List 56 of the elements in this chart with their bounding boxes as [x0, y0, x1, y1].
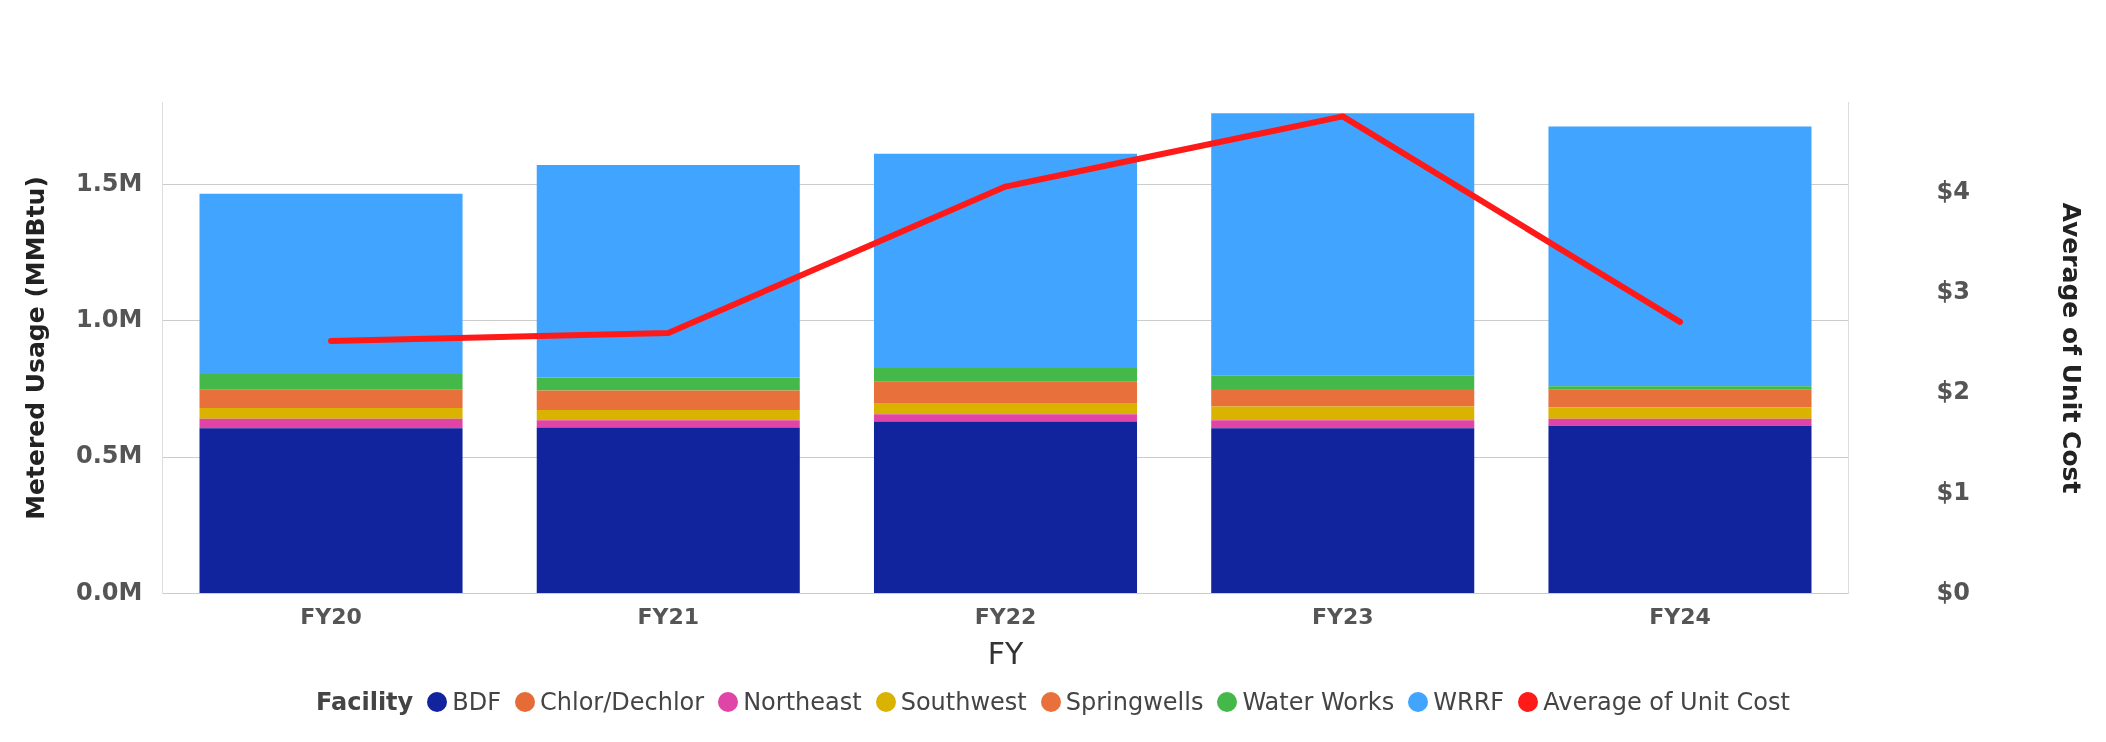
legend-label: Northeast [743, 688, 862, 716]
y2-tick-label: $3 [1936, 277, 1971, 306]
legend-label: Chlor/Dechlor [540, 688, 705, 716]
legend-label: Southwest [900, 688, 1027, 716]
x-tick-label: FY24 [1649, 603, 1711, 629]
bar [199, 418, 463, 429]
bar [873, 403, 1138, 415]
x-axis-title: FY [987, 635, 1024, 671]
bar [536, 164, 800, 378]
x-tick-label: FY21 [637, 603, 700, 629]
y2-tick-label: $4 [1936, 176, 1971, 205]
legend-label: WRRF [1433, 688, 1505, 716]
x-tick-label: FY23 [1311, 603, 1374, 629]
bar [536, 377, 800, 391]
bar [1548, 425, 1812, 594]
bar [536, 420, 800, 428]
bar [873, 381, 1138, 404]
bar [199, 389, 463, 409]
x-tick-label: FY22 [974, 603, 1037, 629]
legend-title: Facility [316, 688, 414, 716]
y-axis-title: Metered Usage (MMBtu) [20, 176, 50, 520]
bar [536, 427, 800, 594]
y-tick-label: 0.0M [75, 577, 143, 606]
legend-label: BDF [452, 688, 501, 716]
y-tick-label: 0.5M [75, 441, 143, 470]
bar [1211, 375, 1475, 389]
legend-label: Springwells [1065, 688, 1204, 716]
y-tick-label: 1.5M [75, 168, 143, 197]
bar [199, 193, 463, 374]
bar [1548, 389, 1812, 408]
bar [199, 428, 463, 594]
bar [873, 421, 1138, 594]
bar [536, 390, 800, 410]
bar [199, 408, 463, 419]
bar [1548, 418, 1812, 426]
bar [1548, 407, 1812, 419]
bar [1211, 388, 1475, 407]
bar [1211, 420, 1475, 429]
y2-tick-label: $2 [1936, 377, 1971, 406]
legend-label: Average of Unit Cost [1543, 688, 1790, 716]
bar [873, 153, 1138, 368]
bar [1548, 126, 1812, 387]
x-tick-label: FY20 [300, 603, 362, 629]
bar [1211, 406, 1475, 421]
y2-axis-title: Average of Unit Cost [2056, 202, 2086, 494]
bar [873, 414, 1138, 422]
y2-tick-label: $1 [1936, 477, 1971, 506]
bar [873, 367, 1138, 382]
y2-tick-label: $0 [1936, 577, 1971, 606]
bar [536, 409, 800, 421]
bar [1548, 386, 1812, 390]
y-tick-label: 1.0M [75, 304, 143, 333]
bar [199, 373, 463, 390]
bar [1211, 113, 1475, 376]
legend-label: Water Works [1242, 688, 1395, 716]
bar [1211, 428, 1475, 594]
